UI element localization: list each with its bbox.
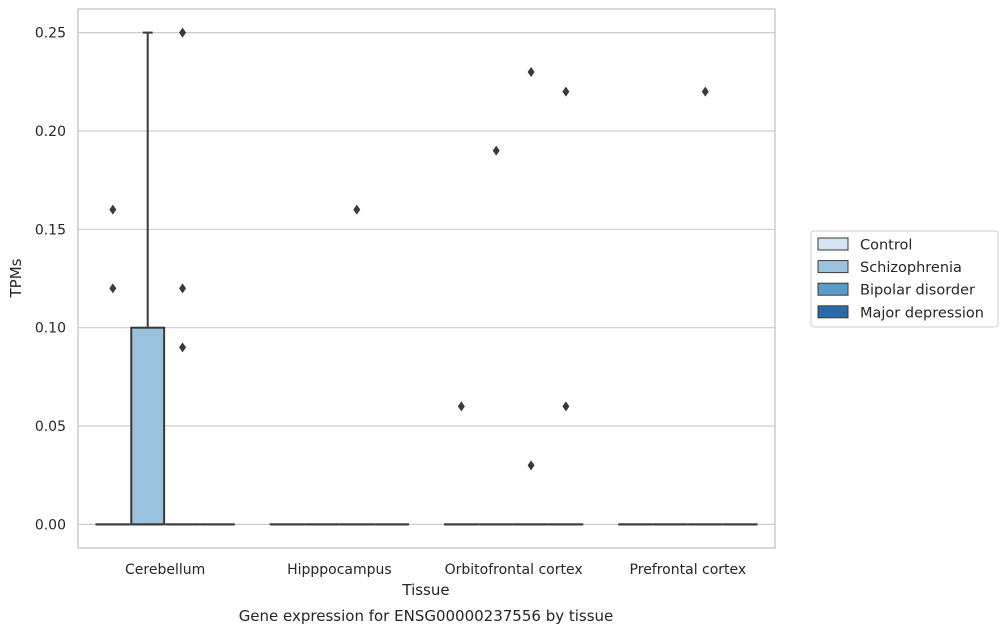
x-tick-labels: Cerebellum Hipppocampus Orbitofrontal cort… bbox=[125, 562, 746, 578]
chart-title: Gene expression for ENSG00000237556 by t… bbox=[239, 607, 614, 625]
series-control bbox=[95, 204, 654, 526]
legend: Control Schizophrenia Bipolar disorder Majo… bbox=[810, 230, 999, 328]
box-series bbox=[95, 27, 758, 526]
y-tick-labels: 0.00 0.05 0.10 0.15 0.20 0.25 bbox=[35, 26, 66, 534]
plot-frame bbox=[77, 8, 776, 549]
legend-frame bbox=[810, 230, 999, 328]
legend-label: Schizophrenia bbox=[860, 260, 962, 276]
legend-swatch bbox=[817, 305, 849, 319]
outlier-point bbox=[562, 86, 570, 97]
legend-swatch bbox=[817, 237, 849, 251]
y-tick-label: 0.15 bbox=[35, 222, 66, 238]
y-tick-label: 0.05 bbox=[35, 419, 66, 435]
y-tick-label: 0.25 bbox=[35, 26, 66, 42]
y-axis-label: TPMs bbox=[7, 258, 25, 298]
outlier-point bbox=[562, 401, 570, 412]
outlier-point bbox=[527, 460, 535, 471]
outlier-point bbox=[109, 204, 117, 215]
grid-lines bbox=[78, 32, 775, 525]
outlier-point bbox=[179, 342, 187, 353]
series-bipolar-disorder bbox=[165, 27, 723, 526]
outlier-point bbox=[527, 66, 535, 77]
legend-label: Bipolar disorder bbox=[860, 283, 975, 299]
legend-swatch bbox=[817, 282, 849, 296]
outlier-point bbox=[701, 86, 709, 97]
outlier-point bbox=[457, 401, 465, 412]
y-tick-label: 0.20 bbox=[35, 124, 66, 140]
x-tick-label: Orbitofrontal cortex bbox=[445, 562, 583, 578]
outlier-point bbox=[179, 283, 187, 294]
y-tick-label: 0.10 bbox=[35, 321, 66, 337]
legend-label: Control bbox=[860, 238, 912, 254]
outlier-point bbox=[353, 204, 361, 215]
x-axis-label: Tissue bbox=[401, 581, 449, 599]
box bbox=[130, 326, 166, 526]
x-tick-label: Cerebellum bbox=[125, 562, 205, 578]
series-schizophrenia bbox=[130, 31, 688, 526]
outlier-point bbox=[179, 27, 187, 38]
series-major-depression bbox=[199, 86, 758, 526]
legend-label: Major depression bbox=[860, 305, 984, 321]
outlier-point bbox=[109, 283, 117, 294]
x-tick-label: Hipppocampus bbox=[287, 562, 392, 578]
x-tick-label: Prefrontal cortex bbox=[630, 562, 747, 578]
outlier-point bbox=[492, 145, 500, 156]
legend-swatch bbox=[817, 260, 849, 274]
y-tick-label: 0.00 bbox=[35, 517, 66, 533]
